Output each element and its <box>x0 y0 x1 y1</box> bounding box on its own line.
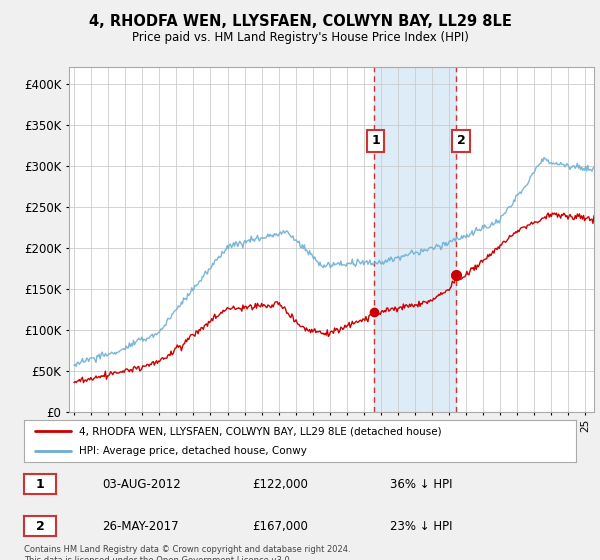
Text: HPI: Average price, detached house, Conwy: HPI: Average price, detached house, Conw… <box>79 446 307 456</box>
Text: 1: 1 <box>36 478 44 491</box>
Text: 36% ↓ HPI: 36% ↓ HPI <box>390 478 452 491</box>
Text: £167,000: £167,000 <box>252 520 308 533</box>
Text: 23% ↓ HPI: 23% ↓ HPI <box>390 520 452 533</box>
Text: 03-AUG-2012: 03-AUG-2012 <box>102 478 181 491</box>
Text: 1: 1 <box>371 134 380 147</box>
Text: 2: 2 <box>36 520 44 533</box>
Text: 26-MAY-2017: 26-MAY-2017 <box>102 520 179 533</box>
Bar <box>374 67 456 412</box>
Text: Contains HM Land Registry data © Crown copyright and database right 2024.
This d: Contains HM Land Registry data © Crown c… <box>24 545 350 560</box>
Text: £122,000: £122,000 <box>252 478 308 491</box>
Text: Price paid vs. HM Land Registry's House Price Index (HPI): Price paid vs. HM Land Registry's House … <box>131 31 469 44</box>
Text: 4, RHODFA WEN, LLYSFAEN, COLWYN BAY, LL29 8LE (detached house): 4, RHODFA WEN, LLYSFAEN, COLWYN BAY, LL2… <box>79 426 442 436</box>
Text: 2: 2 <box>457 134 466 147</box>
Text: 4, RHODFA WEN, LLYSFAEN, COLWYN BAY, LL29 8LE: 4, RHODFA WEN, LLYSFAEN, COLWYN BAY, LL2… <box>89 14 511 29</box>
